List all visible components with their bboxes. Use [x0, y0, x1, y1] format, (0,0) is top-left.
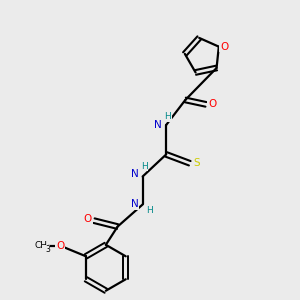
- Text: S: S: [194, 158, 200, 168]
- Text: O: O: [83, 214, 92, 224]
- Text: O: O: [208, 99, 217, 110]
- Text: O: O: [220, 42, 228, 52]
- Text: 3: 3: [45, 245, 50, 254]
- Text: H: H: [164, 112, 171, 121]
- Text: CH: CH: [34, 241, 48, 250]
- Text: N: N: [130, 200, 138, 209]
- Text: N: N: [130, 169, 138, 178]
- Text: H: H: [141, 162, 148, 171]
- Text: N: N: [154, 120, 162, 130]
- Text: O: O: [56, 241, 64, 251]
- Text: H: H: [146, 206, 152, 215]
